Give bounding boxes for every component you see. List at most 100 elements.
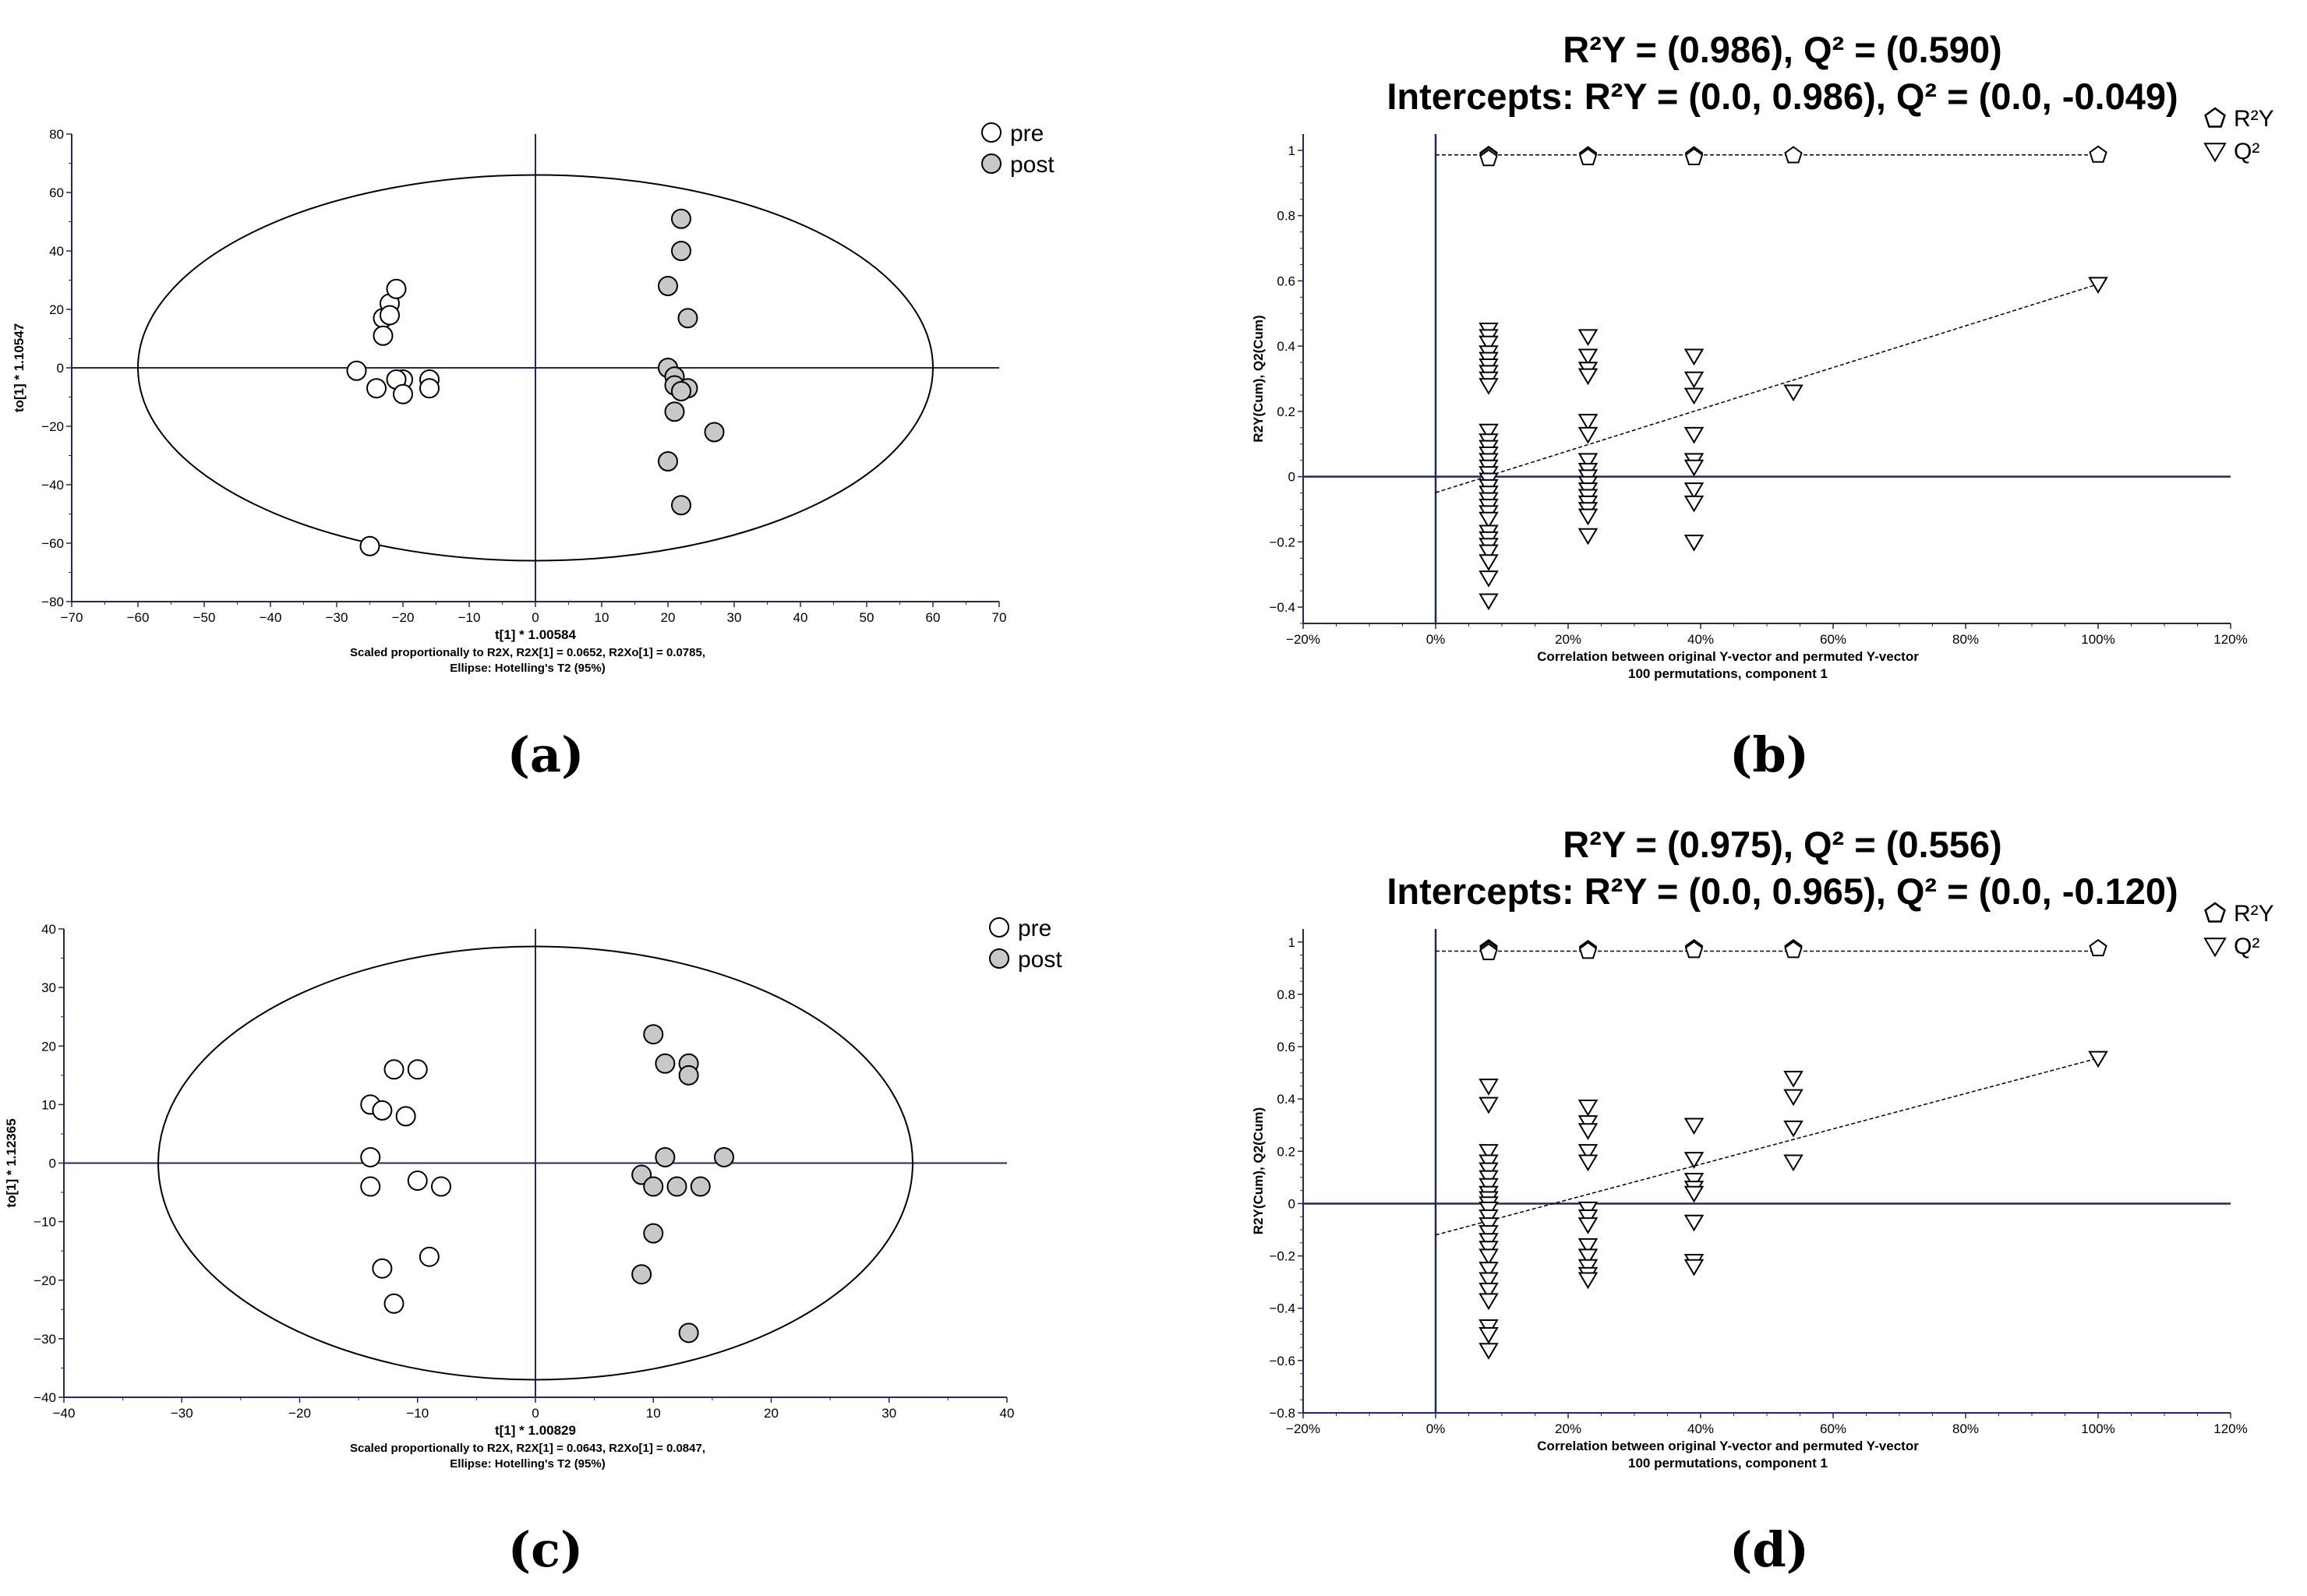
legend-marker-q2 bbox=[2203, 937, 2227, 958]
pre-point bbox=[373, 325, 394, 346]
q2-point bbox=[1683, 535, 1705, 552]
x-tick-label: 40 bbox=[1000, 1406, 1015, 1421]
y-tick-label: 0.2 bbox=[1277, 1144, 1295, 1159]
q2-point bbox=[1577, 329, 1599, 346]
chart-title-line: R²Y = (0.986), Q² = (0.590) bbox=[1563, 29, 2001, 70]
post-point bbox=[658, 451, 678, 471]
x-axis-title: t[1] * 1.00584 bbox=[495, 627, 576, 642]
legend-label-r2y: R²Y bbox=[2234, 106, 2274, 132]
x-tick-label: 40% bbox=[1687, 1421, 1714, 1436]
q2-point bbox=[1479, 570, 1499, 588]
panel-label-c: (c) bbox=[508, 1521, 583, 1578]
pre-point bbox=[383, 1059, 405, 1080]
footnote-line: Ellipse: Hotelling's T2 (95%) bbox=[450, 662, 605, 675]
legend-marker-r2y bbox=[2204, 107, 2226, 128]
pre-point bbox=[366, 378, 387, 399]
q2-point bbox=[1479, 554, 1499, 571]
q2-point bbox=[1577, 1272, 1599, 1290]
y-tick-label: 0 bbox=[57, 361, 64, 376]
y-tick-label: 0 bbox=[1288, 1196, 1295, 1211]
y-tick-label: 30 bbox=[41, 980, 56, 995]
q2-point bbox=[1783, 1154, 1804, 1172]
q2-point bbox=[1783, 1120, 1804, 1138]
q2-point bbox=[1683, 1118, 1705, 1135]
q2-point bbox=[1577, 414, 1599, 431]
y-axis-title: to[1] * 1.10547 bbox=[12, 323, 26, 412]
y-tick-label: 20 bbox=[41, 1039, 56, 1054]
x-tick-label: 10 bbox=[646, 1406, 661, 1421]
x-tick-label: −20% bbox=[1286, 632, 1320, 647]
q2-point bbox=[1683, 348, 1705, 366]
pre-point bbox=[419, 378, 440, 399]
legend-marker-r2y bbox=[2204, 902, 2226, 923]
q2-point bbox=[1479, 1293, 1499, 1311]
panel-label-a: (a) bbox=[507, 726, 585, 783]
q2-point bbox=[1479, 378, 1499, 395]
q2-point bbox=[1683, 371, 1705, 389]
q2-point bbox=[1479, 1079, 1499, 1096]
q2-point bbox=[1577, 1248, 1599, 1266]
r2y-point bbox=[2089, 145, 2107, 163]
y-tick-label: 0.6 bbox=[1277, 274, 1295, 288]
x-tick-label: 60 bbox=[926, 610, 941, 625]
r2y-point bbox=[1784, 941, 1803, 959]
r2y-point bbox=[1684, 147, 1704, 165]
r2y-point bbox=[1479, 942, 1498, 961]
y-tick-label: 0.4 bbox=[1277, 1092, 1295, 1107]
q2-point bbox=[1577, 1238, 1599, 1255]
y-tick-label: −60 bbox=[41, 536, 64, 551]
x-tick-label: 50 bbox=[860, 610, 874, 625]
panel-b-permutation-plot: R²Y = (0.986), Q² = (0.590) Intercepts: R… bbox=[1251, 29, 2274, 681]
y-tick-label: 0.2 bbox=[1277, 404, 1295, 419]
q2-point bbox=[1479, 593, 1499, 611]
y-tick-label: 0.8 bbox=[1277, 209, 1295, 224]
y-tick-label: −0.2 bbox=[1269, 535, 1295, 549]
x-tick-label: −30 bbox=[326, 610, 348, 625]
q2-point bbox=[1683, 1214, 1705, 1232]
legend-label-q2: Q² bbox=[2234, 139, 2259, 164]
post-point bbox=[714, 1146, 734, 1167]
q2-point bbox=[1479, 544, 1499, 562]
x-tick-label: 20% bbox=[1555, 632, 1581, 647]
y-tick-label: −20 bbox=[34, 1273, 56, 1288]
x-tick-label: 100% bbox=[2081, 1421, 2114, 1436]
q2-point bbox=[1479, 423, 1499, 441]
q2-point bbox=[1577, 1123, 1599, 1140]
q2-point bbox=[1683, 1152, 1705, 1169]
legend-label-pre: pre bbox=[1018, 916, 1051, 941]
q2-point bbox=[1577, 1100, 1599, 1117]
q2-point bbox=[1479, 1144, 1499, 1161]
pre-point bbox=[360, 1146, 381, 1167]
legend-marker-pre bbox=[989, 917, 1009, 937]
post-point bbox=[690, 1176, 711, 1197]
x-tick-label: −50 bbox=[193, 610, 216, 625]
q2-point bbox=[1479, 1343, 1499, 1360]
chart-title-line: Intercepts: R²Y = (0.0, 0.965), Q² = (0.… bbox=[1387, 870, 2178, 912]
post-point bbox=[631, 1264, 652, 1285]
q2-point bbox=[2088, 1050, 2108, 1068]
post-point bbox=[677, 308, 698, 329]
x-tick-label: −10 bbox=[406, 1406, 429, 1421]
x-tick-label: −30 bbox=[171, 1406, 193, 1421]
pre-point bbox=[431, 1176, 451, 1197]
q2-point bbox=[1683, 387, 1705, 405]
y-tick-label: 20 bbox=[49, 302, 64, 317]
q2-point bbox=[1577, 508, 1599, 526]
x-tick-label: 0 bbox=[532, 610, 539, 625]
y-tick-label: 1 bbox=[1288, 143, 1295, 158]
y-tick-label: 1 bbox=[1288, 935, 1295, 950]
post-point bbox=[704, 422, 725, 443]
post-point bbox=[671, 208, 691, 229]
x-tick-label: 40% bbox=[1687, 632, 1714, 647]
y-tick-label: −20 bbox=[41, 419, 64, 434]
footnote-line: Ellipse: Hotelling's T2 (95%) bbox=[450, 1457, 605, 1471]
q2-point bbox=[1479, 335, 1499, 353]
q2-point bbox=[1577, 528, 1599, 546]
post-point bbox=[671, 495, 691, 516]
x-tick-label: −70 bbox=[61, 610, 83, 625]
x-tick-label: 0% bbox=[1426, 1421, 1446, 1436]
x-axis-title-line: Correlation between original Y-vector an… bbox=[1537, 649, 1919, 664]
x-tick-label: 10 bbox=[595, 610, 609, 625]
q2-point bbox=[1783, 1089, 1804, 1107]
